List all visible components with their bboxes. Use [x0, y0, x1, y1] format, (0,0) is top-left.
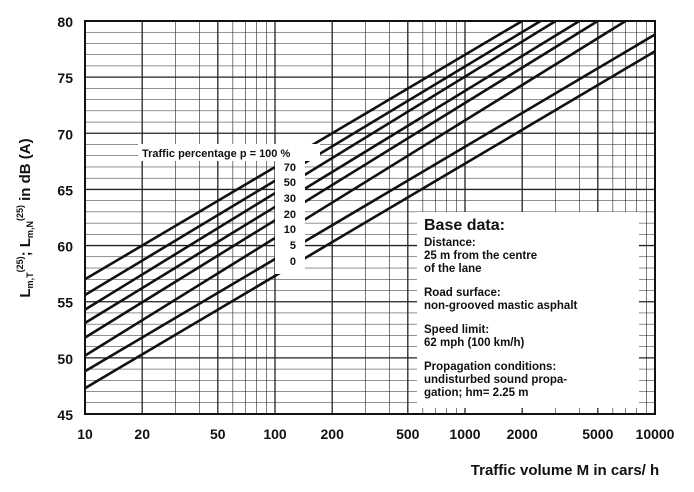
y-tick-labels: 45 50 55 60 65 70 75 80 — [57, 14, 73, 423]
x-tick-label: 2000 — [507, 426, 538, 442]
base-data-heading: Distance: — [424, 237, 476, 249]
x-tick-label: 10000 — [636, 426, 675, 442]
x-tick-label: 20 — [134, 426, 150, 442]
plot-frame — [84, 20, 656, 415]
series-label-0: 0 — [290, 256, 296, 268]
y-tick-label: 75 — [57, 70, 73, 86]
base-data-heading: Road surface: — [424, 287, 501, 299]
base-data-line: of the lane — [424, 263, 482, 275]
y-tick-label: 55 — [57, 295, 73, 311]
x-tick-label: 100 — [263, 426, 287, 442]
series-line-30 — [84, 19, 581, 325]
y-tick-label: 45 — [57, 407, 73, 423]
series-label-10: 10 — [284, 224, 296, 236]
series-line-20 — [84, 19, 599, 339]
series-label-50: 50 — [284, 177, 296, 189]
y-tick-label: 60 — [57, 239, 73, 255]
x-tick-label: 50 — [210, 426, 226, 442]
series-line-5 — [84, 33, 656, 373]
series-label-5: 5 — [290, 240, 296, 252]
y-tick-label: 80 — [57, 14, 73, 30]
base-data-line: 62 mph (100 km/h) — [424, 337, 525, 349]
series-label-heading: Traffic percentage p = 100 % — [142, 148, 290, 160]
base-data-line: gation; hm= 2.25 m — [424, 387, 528, 399]
x-tick-label: 1000 — [449, 426, 480, 442]
series-line-0 — [84, 50, 656, 390]
plot-border — [84, 20, 656, 415]
base-data-heading: Speed limit: — [424, 324, 489, 336]
series-lines — [84, 19, 656, 390]
x-axis-title: Traffic volume M in cars/ h — [471, 462, 659, 479]
y-tick-label: 65 — [57, 182, 73, 198]
y-axis-title-text: Lm,T(25); Lm,N(25) in dB (A) — [15, 138, 35, 297]
x-tick-label: 200 — [321, 426, 345, 442]
series-label-backdrop — [275, 158, 305, 274]
series-line-50 — [84, 19, 557, 311]
series-label-30: 30 — [284, 193, 296, 205]
series-label-backdrop — [138, 144, 320, 161]
x-tick-label: 500 — [396, 426, 420, 442]
x-tick-label: 10 — [77, 426, 93, 442]
series-line-10 — [84, 19, 627, 357]
y-tick-label: 70 — [57, 126, 73, 142]
base-data-line: 25 m from the centre — [424, 250, 537, 262]
base-data-line: non-grooved mastic asphalt — [424, 300, 578, 312]
base-data-line: undisturbed sound propa- — [424, 374, 567, 386]
y-tick-label: 50 — [57, 351, 73, 367]
x-tick-label: 5000 — [582, 426, 613, 442]
base-data-box-bg — [417, 212, 639, 408]
base-data-box: Base data: Distance:25 m from the centreo… — [417, 212, 639, 408]
y-axis-title: Lm,T(25); Lm,N(25) in dB (A) — [15, 138, 35, 297]
series-label-20: 20 — [284, 209, 296, 221]
series-label-70: 70 — [284, 162, 296, 174]
base-data-title: Base data: — [424, 217, 505, 234]
x-tick-labels: 10 20 50 100 200 500 1000 2000 5000 10000 — [77, 426, 674, 442]
base-data-heading: Propagation conditions: — [424, 361, 556, 373]
